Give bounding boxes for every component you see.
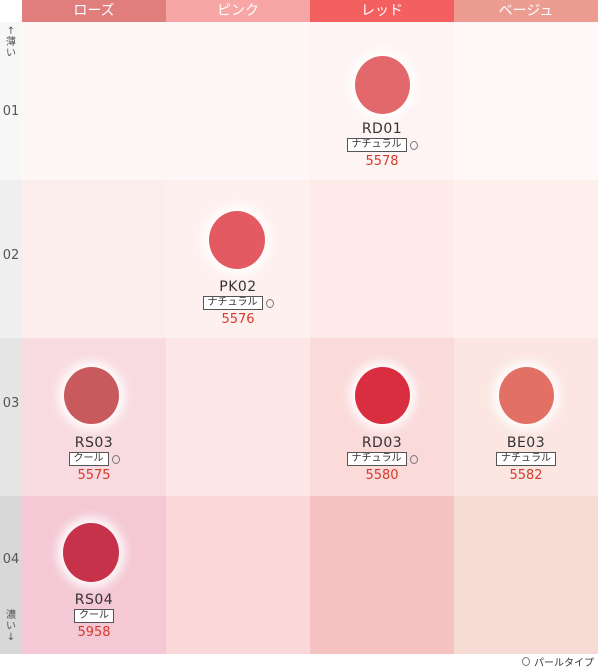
darker-label: 濃い↓ (6, 610, 16, 643)
pearl-icon (111, 454, 120, 464)
product-be03: BE03 ナチュラル 5582 (454, 435, 598, 483)
row-band-03 (0, 338, 22, 496)
tone-tag: クール (74, 609, 114, 623)
product-number: 5958 (77, 625, 111, 640)
grid-cell (22, 180, 166, 338)
product-number: 5580 (365, 468, 399, 483)
row-label-02: 02 (2, 248, 20, 263)
column-header-pink: ピンク (166, 0, 310, 22)
grid-cell (454, 496, 598, 654)
product-pk02: PK02 ナチュラル 5576 (166, 279, 310, 327)
pearl-icon (265, 298, 274, 308)
swatch-rd03[interactable] (355, 367, 410, 424)
row-label-03: 03 (2, 396, 20, 411)
tone-tag: ナチュラル (496, 452, 556, 466)
row-band-02 (0, 180, 22, 338)
product-code: RS03 (74, 435, 114, 451)
product-rs03: RS03 クール 5575 (22, 435, 166, 483)
grid-cell (454, 22, 598, 180)
tone-tag: ナチュラル (346, 138, 407, 152)
pearl-legend: パールタイプ (522, 654, 594, 669)
product-rd01: RD01 ナチュラル 5578 (310, 121, 454, 169)
grid-cell (310, 496, 454, 654)
product-number: 5575 (77, 468, 111, 483)
product-number: 5578 (365, 154, 399, 169)
grid-cell (310, 180, 454, 338)
swatch-be03[interactable] (499, 367, 554, 424)
swatch-rs04[interactable] (63, 523, 119, 582)
row-label-04: 04 (2, 552, 20, 567)
row-band-04 (0, 496, 22, 654)
tone-tag: クール (68, 452, 109, 466)
pearl-icon (409, 140, 418, 150)
grid-cell (166, 22, 310, 180)
product-number: 5576 (221, 312, 255, 327)
product-number: 5582 (509, 468, 543, 483)
swatch-rd01[interactable] (355, 56, 410, 114)
legend-label: パールタイプ (534, 658, 594, 669)
row-band-01 (0, 22, 22, 180)
column-header-red: レッド (310, 0, 454, 22)
product-code: RS04 (74, 592, 114, 608)
grid-cell (166, 496, 310, 654)
tone-tag: ナチュラル (202, 296, 263, 310)
product-code: RD01 (361, 121, 403, 137)
column-header-beige: ベージュ (454, 0, 598, 22)
product-rs04: RS04 クール 5958 (22, 592, 166, 640)
tone-tag: ナチュラル (346, 452, 407, 466)
pearl-icon (522, 657, 530, 666)
product-rd03: RD03 ナチュラル 5580 (310, 435, 454, 483)
grid-cell (22, 22, 166, 180)
product-code: BE03 (506, 435, 546, 451)
lighter-label: ↑薄い (6, 26, 16, 59)
column-header-rose: ローズ (22, 0, 166, 22)
swatch-pk02[interactable] (209, 211, 265, 269)
grid-cell (454, 180, 598, 338)
grid-cell (166, 338, 310, 496)
pearl-icon (409, 454, 418, 464)
swatch-rs03[interactable] (64, 367, 119, 424)
product-code: PK02 (219, 279, 257, 295)
row-label-01: 01 (2, 104, 20, 119)
color-header: ローズ ピンク レッド ベージュ (22, 0, 598, 22)
product-code: RD03 (361, 435, 403, 451)
